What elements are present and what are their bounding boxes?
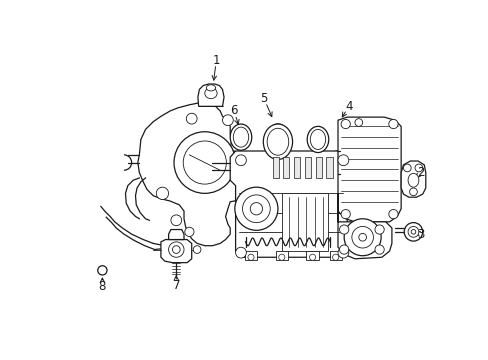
Ellipse shape	[407, 173, 418, 187]
Circle shape	[222, 115, 233, 126]
Text: 5: 5	[260, 92, 267, 105]
Circle shape	[407, 226, 418, 237]
Polygon shape	[293, 157, 300, 178]
Text: 2: 2	[417, 166, 424, 179]
Circle shape	[309, 254, 315, 260]
Ellipse shape	[204, 88, 217, 99]
Circle shape	[388, 210, 397, 219]
Ellipse shape	[310, 130, 325, 149]
Text: 7: 7	[172, 279, 180, 292]
Circle shape	[234, 187, 277, 230]
Polygon shape	[198, 84, 224, 106]
Polygon shape	[161, 239, 191, 263]
Circle shape	[337, 155, 348, 166]
Polygon shape	[337, 117, 400, 222]
Circle shape	[374, 225, 384, 234]
Ellipse shape	[306, 126, 328, 153]
Polygon shape	[138, 102, 253, 246]
Circle shape	[410, 230, 415, 234]
Circle shape	[235, 247, 246, 258]
Circle shape	[332, 254, 338, 260]
Circle shape	[404, 222, 422, 241]
Circle shape	[358, 233, 366, 241]
Ellipse shape	[233, 127, 248, 147]
Text: 6: 6	[230, 104, 237, 117]
Polygon shape	[305, 157, 310, 178]
Circle shape	[344, 219, 380, 256]
Circle shape	[98, 266, 107, 275]
Circle shape	[414, 164, 422, 172]
Circle shape	[341, 120, 349, 129]
Ellipse shape	[263, 124, 292, 159]
Circle shape	[186, 113, 197, 124]
Text: 3: 3	[417, 228, 424, 240]
Polygon shape	[326, 157, 332, 178]
Polygon shape	[168, 230, 183, 239]
Circle shape	[374, 245, 384, 254]
Polygon shape	[275, 251, 287, 260]
Ellipse shape	[266, 128, 288, 155]
Ellipse shape	[206, 85, 215, 91]
Polygon shape	[329, 251, 341, 260]
Polygon shape	[230, 151, 353, 257]
Circle shape	[337, 247, 348, 258]
Circle shape	[242, 195, 270, 222]
Circle shape	[409, 188, 416, 195]
Polygon shape	[337, 193, 391, 259]
Ellipse shape	[230, 124, 251, 150]
Circle shape	[184, 227, 194, 237]
Circle shape	[183, 141, 226, 184]
Circle shape	[339, 245, 348, 254]
Circle shape	[354, 119, 362, 126]
Circle shape	[156, 187, 168, 199]
Polygon shape	[283, 157, 289, 178]
Circle shape	[341, 210, 349, 219]
Circle shape	[247, 254, 254, 260]
Circle shape	[168, 242, 183, 257]
Polygon shape	[272, 157, 278, 178]
Polygon shape	[400, 161, 425, 197]
Circle shape	[278, 254, 285, 260]
Circle shape	[403, 164, 410, 172]
Text: 4: 4	[345, 100, 352, 113]
Circle shape	[250, 203, 262, 215]
Polygon shape	[244, 251, 257, 260]
Circle shape	[174, 132, 235, 193]
Text: 1: 1	[212, 54, 220, 67]
Polygon shape	[306, 251, 318, 260]
Polygon shape	[315, 157, 321, 178]
Polygon shape	[281, 193, 327, 251]
Circle shape	[351, 226, 373, 248]
Circle shape	[172, 246, 180, 253]
Circle shape	[171, 215, 182, 226]
Circle shape	[388, 120, 397, 129]
Text: 8: 8	[99, 280, 106, 293]
Circle shape	[339, 225, 348, 234]
Circle shape	[235, 155, 246, 166]
Circle shape	[193, 246, 201, 253]
